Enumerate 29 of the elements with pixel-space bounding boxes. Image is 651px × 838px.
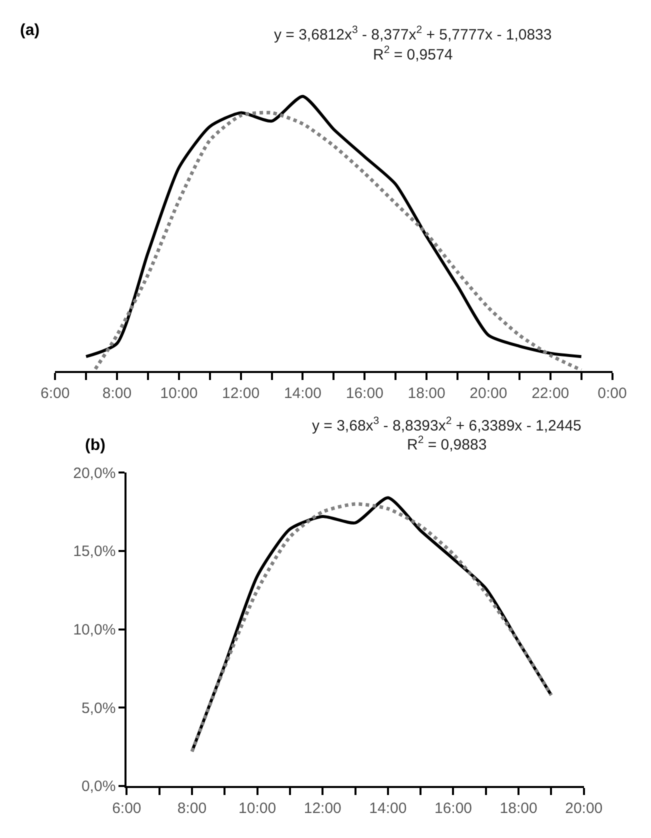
x-tick-label: 18:00 bbox=[408, 384, 446, 402]
x-tick-label: 14:00 bbox=[284, 384, 322, 402]
chart-title: (b) bbox=[85, 437, 106, 454]
x-tick-label: 10:00 bbox=[160, 384, 198, 402]
x-tick-label: 8:00 bbox=[102, 384, 132, 402]
text: y = 3,68x$^{3}$ - 8,8393x$^{2}$ + 6,3389x - 1,2445 bbox=[312, 415, 582, 434]
text: y = 3,6812x$^{3}$ - 8,377x$^{2}$ + 5,7777x - 1,0833 bbox=[274, 24, 552, 44]
y-tick-label: 10,0% bbox=[73, 622, 116, 639]
x-tick-label: 20:00 bbox=[470, 384, 508, 402]
x-tick-label: 10:00 bbox=[238, 800, 276, 817]
x-tick-label: 8:00 bbox=[177, 800, 207, 817]
text: R$^{2}$ = 0,9883 bbox=[407, 434, 487, 454]
x-tick-label: 12:00 bbox=[304, 800, 342, 817]
x-tick-label: 20:00 bbox=[565, 800, 603, 817]
x-tick-label: 6:00 bbox=[40, 384, 70, 402]
x-tick-label: 16:00 bbox=[434, 800, 472, 817]
x-tick-label: 0:00 bbox=[598, 384, 627, 402]
x-tick-label: 14:00 bbox=[369, 800, 407, 817]
x-tick-label: 22:00 bbox=[532, 384, 570, 402]
y-tick-label: 15,0% bbox=[73, 543, 116, 560]
y-tick-label: 5,0% bbox=[81, 700, 116, 717]
y-tick-label: 0,0% bbox=[81, 778, 116, 796]
chart-title: (a) bbox=[20, 22, 40, 39]
x-tick-label: 12:00 bbox=[222, 384, 260, 402]
x-tick-label: 18:00 bbox=[500, 800, 538, 817]
text: R$^{2}$ = 0,9574 bbox=[373, 44, 453, 64]
x-tick-label: 6:00 bbox=[112, 800, 142, 817]
y-tick-label: 20,0% bbox=[73, 464, 116, 482]
x-tick-label: 16:00 bbox=[346, 384, 384, 402]
